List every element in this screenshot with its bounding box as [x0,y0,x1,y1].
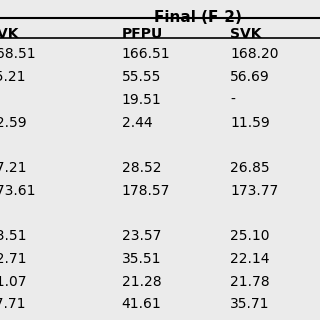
Text: 21.28: 21.28 [122,275,161,289]
Text: 35.71: 35.71 [230,297,270,311]
Text: 37.71: 37.71 [0,297,27,311]
Text: 2.44: 2.44 [122,116,152,130]
Text: 173.77: 173.77 [230,184,279,198]
Text: 11.59: 11.59 [230,116,270,130]
Text: 22.14: 22.14 [230,252,270,266]
Text: 26.85: 26.85 [230,161,270,175]
Text: -: - [230,93,235,107]
Text: 22.71: 22.71 [0,252,27,266]
Text: SVK: SVK [0,27,19,41]
Text: 55.55: 55.55 [122,70,161,84]
Text: 168.51: 168.51 [0,47,36,61]
Text: 25.10: 25.10 [230,229,270,243]
Text: 173.61: 173.61 [0,184,36,198]
Text: 55.21: 55.21 [0,70,27,84]
Text: 21.78: 21.78 [230,275,270,289]
Text: 41.61: 41.61 [122,297,161,311]
Text: 168.20: 168.20 [230,47,279,61]
Text: 21.07: 21.07 [0,275,27,289]
Text: 27.21: 27.21 [0,161,27,175]
Text: 56.69: 56.69 [230,70,270,84]
Text: SVK: SVK [230,27,262,41]
Text: 23.57: 23.57 [122,229,161,243]
Text: 35.51: 35.51 [122,252,161,266]
Text: Final (F-2): Final (F-2) [155,10,242,25]
Text: 166.51: 166.51 [122,47,170,61]
Text: 178.57: 178.57 [122,184,170,198]
Text: PFPU: PFPU [122,27,163,41]
Text: 28.52: 28.52 [122,161,161,175]
Text: 23.51: 23.51 [0,229,27,243]
Text: 12.59: 12.59 [0,116,27,130]
Text: 19.51: 19.51 [122,93,161,107]
